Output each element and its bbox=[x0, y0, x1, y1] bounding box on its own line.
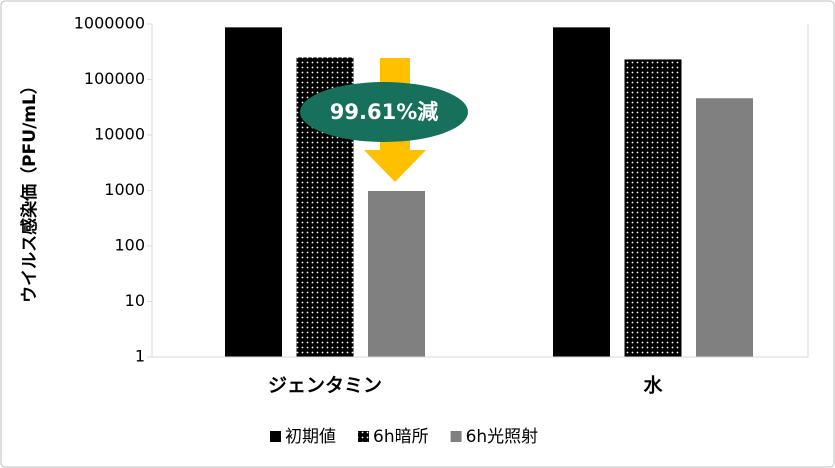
y-tick-label: 1000000 bbox=[74, 14, 145, 33]
bar bbox=[225, 27, 282, 357]
annotation-bubble bbox=[300, 82, 468, 142]
y-axis-label: ウイルス感染価（PFU/mL） bbox=[19, 77, 40, 303]
bar bbox=[696, 98, 753, 357]
legend-swatch bbox=[358, 431, 369, 442]
y-tick-label: 100000 bbox=[84, 69, 145, 88]
x-tick-label: ジェンタミン bbox=[268, 375, 382, 397]
legend-swatch bbox=[450, 431, 462, 442]
y-tick-label: 10000 bbox=[94, 125, 145, 144]
legend-label: 6h暗所 bbox=[373, 427, 429, 447]
annotation: 99.61%減 bbox=[300, 58, 468, 182]
x-tick-label: 水 bbox=[643, 375, 663, 397]
bar bbox=[553, 27, 610, 357]
bar bbox=[368, 190, 425, 357]
legend-label: 初期値 bbox=[285, 427, 336, 447]
y-tick-label: 10 bbox=[125, 291, 145, 310]
annotation-text: 99.61%減 bbox=[330, 100, 438, 124]
y-tick-label: 1000 bbox=[104, 180, 145, 199]
y-tick-label: 100 bbox=[114, 236, 145, 255]
y-tick-label: 1 bbox=[135, 347, 145, 366]
bar bbox=[624, 59, 682, 358]
legend-label: 6h光照射 bbox=[466, 427, 539, 447]
legend-swatch bbox=[270, 431, 281, 442]
